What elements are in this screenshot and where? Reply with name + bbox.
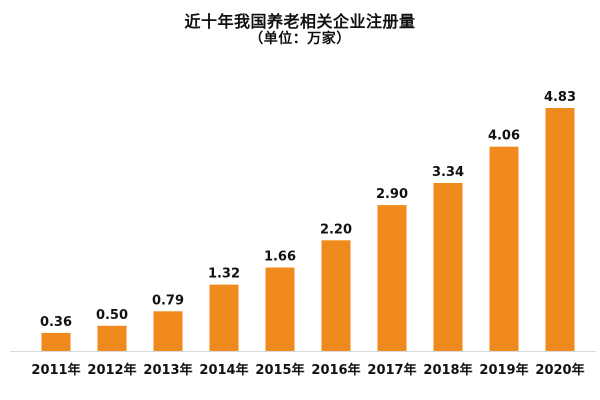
bar-value-label: 1.66 [264, 250, 296, 265]
x-tick-label: 2017年 [367, 362, 416, 378]
x-tick-label: 2011年 [31, 362, 80, 378]
bar-value-label: 0.79 [152, 293, 184, 308]
bar-value-label: 2.90 [376, 187, 408, 202]
chart-subtitle: （单位：万家） [249, 31, 351, 47]
x-tick-label: 2012年 [87, 362, 136, 378]
bar-2011年 [41, 332, 71, 351]
bar-2018年 [433, 183, 463, 351]
bar-2015年 [265, 267, 295, 351]
bar-value-label: 4.83 [544, 90, 576, 105]
bar-value-label: 4.06 [488, 129, 520, 144]
bar-value-label: 1.32 [208, 267, 240, 282]
bar-2019年 [489, 146, 519, 351]
x-tick-label: 2019年 [479, 362, 528, 378]
bars-group: 0.36 0.50 0.79 1.32 1.66 2.20 2.90 3.34 4.06 4.83 [40, 90, 576, 351]
bar-value-label: 0.50 [96, 308, 128, 323]
x-tick-label: 2016年 [311, 362, 360, 378]
x-tick-label: 2018年 [423, 362, 472, 378]
x-tick-label: 2013年 [143, 362, 192, 378]
bar-value-label: 3.34 [432, 165, 464, 180]
bar-2012年 [97, 325, 127, 351]
bar-2016年 [321, 240, 351, 351]
x-tick-label: 2020年 [535, 362, 584, 378]
x-tick-label: 2015年 [255, 362, 304, 378]
bar-2014年 [209, 284, 239, 351]
x-axis-labels-group: 2011年 2012年 2013年 2014年 2015年 2016年 2017年 2018年… [31, 362, 584, 378]
bar-2013年 [153, 311, 183, 351]
chart-title: 近十年我国养老相关企业注册量 [184, 12, 416, 31]
bar-2017年 [377, 205, 407, 351]
x-tick-label: 2014年 [199, 362, 248, 378]
bar-2020年 [545, 108, 575, 351]
bar-value-label: 2.20 [320, 222, 352, 237]
bar-value-label: 0.36 [40, 315, 72, 330]
